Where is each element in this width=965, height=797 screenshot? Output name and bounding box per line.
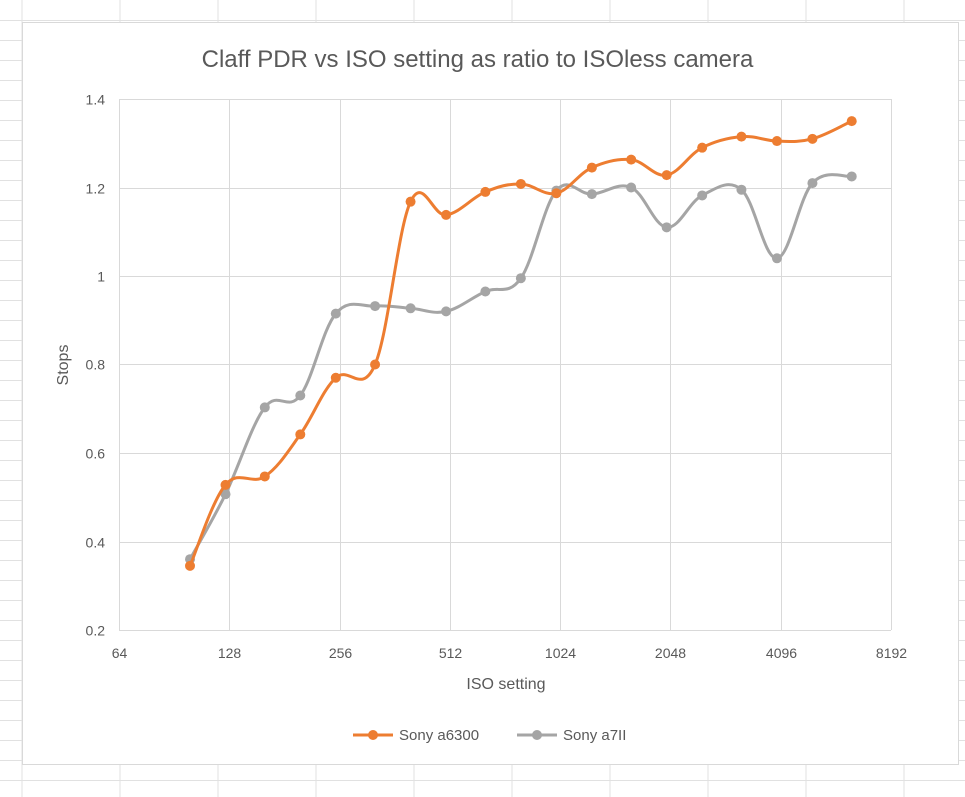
data-point	[586, 189, 597, 200]
data-point	[736, 184, 747, 195]
y-tick-label: 0.8	[86, 357, 106, 373]
legend: Sony a6300 Sony a7II	[353, 727, 626, 744]
data-point	[846, 171, 857, 182]
y-axis-tick-labels: 0.2 0.4 0.6 0.8 1 1.2 1.4	[86, 92, 106, 639]
series-line	[188, 173, 854, 561]
x-axis-tick-labels: 64 128 256 512 1024 2048 4096 8192	[112, 645, 908, 661]
data-point	[551, 188, 562, 199]
data-point	[807, 178, 818, 189]
legend-item: Sony a7II	[517, 727, 626, 744]
legend-item: Sony a6300	[353, 727, 479, 744]
data-point	[586, 162, 597, 173]
x-tick-label: 2048	[655, 645, 686, 661]
data-point	[330, 372, 341, 383]
y-tick-label: 0.6	[86, 446, 106, 462]
y-axis-title: Stops	[55, 345, 72, 386]
data-point	[259, 471, 270, 482]
y-tick-label: 1.4	[86, 92, 106, 108]
x-tick-label: 1024	[545, 645, 576, 661]
x-tick-label: 4096	[766, 645, 797, 661]
data-point	[441, 306, 452, 317]
data-point	[370, 301, 381, 312]
series-sony-a7ii	[185, 171, 857, 565]
x-tick-label: 128	[218, 645, 242, 661]
data-point	[515, 273, 526, 284]
series-lines	[185, 116, 857, 571]
data-point	[771, 253, 782, 264]
data-point	[807, 133, 818, 144]
data-point	[626, 154, 637, 165]
data-point	[405, 303, 416, 314]
data-point	[220, 479, 231, 490]
gridlines	[119, 99, 892, 631]
data-point	[515, 178, 526, 189]
line-chart: Claff PDR vs ISO setting as ratio to ISO…	[55, 46, 908, 744]
y-tick-label: 0.2	[86, 623, 106, 639]
legend-dot-marker	[368, 730, 378, 740]
data-point	[185, 560, 196, 571]
y-tick-label: 1	[97, 269, 105, 285]
x-tick-label: 64	[112, 645, 128, 661]
x-tick-label: 8192	[876, 645, 907, 661]
data-point	[697, 142, 708, 153]
data-point	[480, 286, 491, 297]
data-point	[846, 116, 857, 127]
series-sony-a6300	[185, 116, 857, 571]
x-tick-label: 256	[329, 645, 353, 661]
data-point	[771, 136, 782, 147]
data-point	[661, 222, 672, 233]
data-point	[697, 190, 708, 201]
data-point	[626, 182, 637, 193]
chart-title: Claff PDR vs ISO setting as ratio to ISO…	[202, 46, 754, 73]
data-point	[370, 359, 381, 370]
data-point	[330, 308, 341, 319]
x-tick-label: 512	[439, 645, 463, 661]
legend-label: Sony a6300	[399, 727, 479, 744]
data-point	[220, 489, 231, 500]
data-point	[480, 186, 491, 197]
data-point	[405, 196, 416, 207]
data-point	[295, 429, 306, 440]
x-axis-title: ISO setting	[466, 676, 545, 693]
chart-area[interactable]: Claff PDR vs ISO setting as ratio to ISO…	[22, 22, 959, 765]
data-point	[295, 390, 306, 401]
legend-label: Sony a7II	[563, 727, 626, 744]
data-point	[441, 209, 452, 220]
y-tick-label: 1.2	[86, 181, 106, 197]
data-point	[259, 402, 270, 413]
data-point	[736, 131, 747, 142]
legend-dot-marker	[532, 730, 542, 740]
data-point	[661, 170, 672, 181]
y-tick-label: 0.4	[86, 535, 106, 551]
